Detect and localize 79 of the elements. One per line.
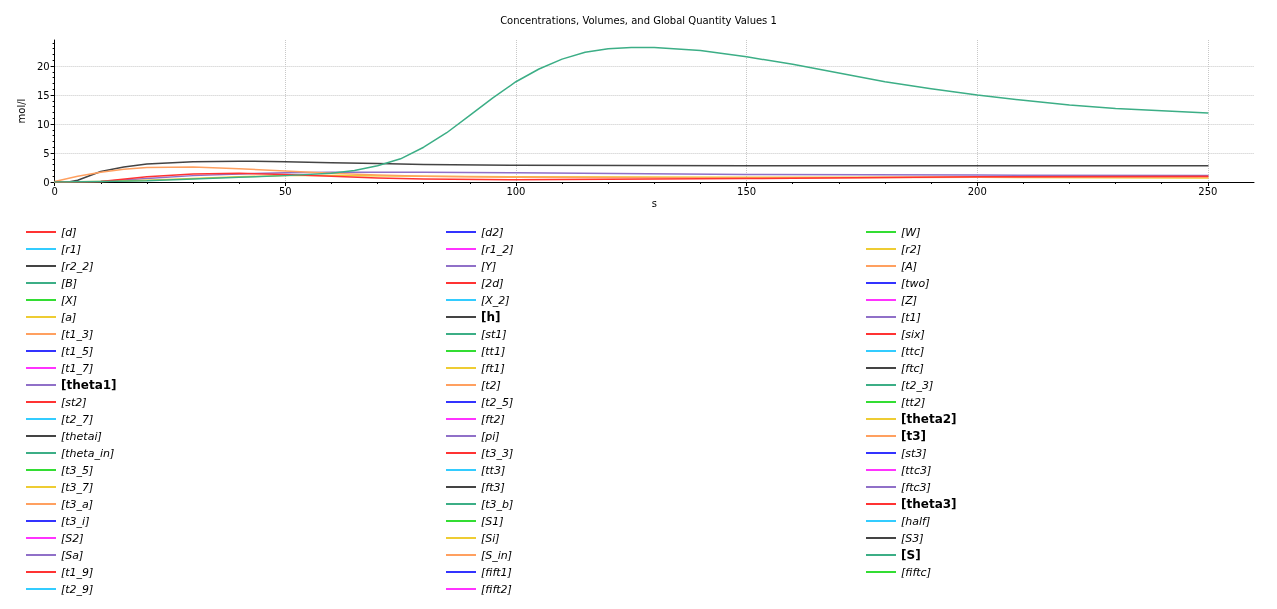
legend-label: [X_2]	[481, 293, 510, 307]
legend-label: [ftc]	[901, 361, 924, 375]
y-tick-label: 0	[43, 176, 50, 188]
x-tick-label: 250	[1198, 185, 1218, 197]
legend-label: [t1_7]	[61, 361, 94, 375]
legend-label: [t1_3]	[61, 327, 94, 341]
legend-label: [theta1]	[61, 378, 117, 392]
legend-label: [ft2]	[481, 412, 505, 426]
legend-label: [r2_2]	[61, 259, 94, 273]
legend-label: [t2_5]	[481, 395, 514, 409]
legend-label: [S3]	[901, 531, 924, 545]
legend-label: [t3]	[901, 429, 927, 443]
legend-label: [d2]	[481, 225, 504, 239]
x-tick-label: 50	[278, 185, 292, 197]
legend-label: [theta3]	[901, 497, 957, 511]
legend-label: [X]	[61, 293, 78, 307]
legend-label: [pi]	[481, 429, 500, 443]
legend-label: [ft1]	[481, 361, 505, 375]
x-tick-label: 100	[506, 185, 526, 197]
legend-label: [st1]	[481, 327, 507, 341]
legend-label: [t3_b]	[481, 497, 514, 511]
legend-label: [t3_3]	[481, 446, 514, 460]
legend-label: [Y]	[481, 259, 497, 273]
legend-label: [six]	[901, 327, 925, 341]
legend-label: [theta_in]	[61, 446, 115, 460]
legend-label: [t2]	[481, 378, 501, 392]
legend-label: [a]	[61, 310, 77, 324]
y-axis-title: mol/l	[15, 98, 27, 124]
legend-label: [t1]	[901, 310, 921, 324]
legend-label: [t2_9]	[61, 582, 94, 596]
legend-label: [t3_a]	[61, 497, 94, 511]
legend-label: [tt3]	[481, 463, 506, 477]
legend-label: [st2]	[61, 395, 87, 409]
legend-label: [2d]	[481, 276, 504, 290]
y-tick-label: 10	[36, 118, 50, 130]
legend-label: [ft3]	[481, 480, 505, 494]
legend-label: [r1]	[61, 242, 82, 256]
legend-label: [t1_9]	[61, 565, 94, 579]
legend-label: [h]	[481, 310, 501, 324]
legend-label: [t3_7]	[61, 480, 94, 494]
legend-label: [ttc]	[901, 344, 925, 358]
legend-label: [r2]	[901, 242, 922, 256]
legend-label: [thetai]	[61, 429, 102, 443]
legend-label: [ftc3]	[901, 480, 931, 494]
legend-label: [fiftc]	[901, 565, 931, 579]
legend-label: [tt2]	[901, 395, 926, 409]
legend-label: [S]	[901, 548, 921, 562]
legend-label: [t3_i]	[61, 514, 90, 528]
legend-label: [t2_7]	[61, 412, 94, 426]
legend-label: [d]	[61, 225, 77, 239]
legend-label: [two]	[901, 276, 930, 290]
legend-label: [r1_2]	[481, 242, 514, 256]
legend-label: [fift1]	[481, 565, 512, 579]
legend-label: [Sa]	[61, 548, 84, 562]
legend-label: [tt1]	[481, 344, 506, 358]
legend-label: [theta2]	[901, 412, 957, 426]
legend-label: [S1]	[481, 514, 504, 528]
x-axis-title: s	[651, 197, 657, 209]
legend-label: [S2]	[61, 531, 84, 545]
legend-label: [st3]	[901, 446, 927, 460]
legend-label: [W]	[901, 225, 921, 239]
legend-label: [t2_3]	[901, 378, 934, 392]
x-tick-label: 0	[51, 185, 58, 197]
x-tick-label: 150	[737, 185, 757, 197]
legend-label: [fift2]	[481, 582, 512, 596]
chart-title: Concentrations, Volumes, and Global Quantity Values 1	[500, 14, 777, 26]
legend-label: [Si]	[481, 531, 500, 545]
y-tick-label: 5	[43, 147, 50, 159]
legend-label: [Z]	[901, 293, 918, 307]
x-tick-label: 200	[967, 185, 987, 197]
y-tick-label: 20	[36, 60, 50, 72]
legend-label: [B]	[61, 276, 78, 290]
legend-label: [t1_5]	[61, 344, 94, 358]
y-tick-label: 15	[36, 89, 50, 101]
legend-label: [ttc3]	[901, 463, 932, 477]
legend-label: [A]	[901, 259, 918, 273]
legend-label: [t3_5]	[61, 463, 94, 477]
legend-label: [S_in]	[481, 548, 513, 562]
legend-label: [half]	[901, 514, 931, 528]
